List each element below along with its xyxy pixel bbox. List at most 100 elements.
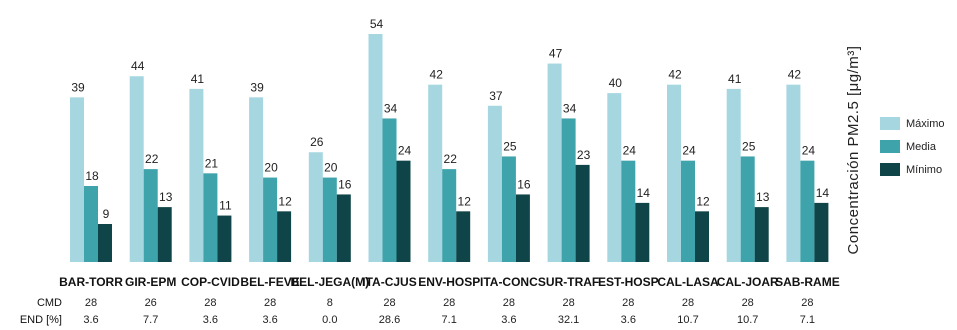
value-label-ita-cjus-media: 34 (384, 101, 398, 115)
value-label-est-hosp-m-nimo: 14 (637, 186, 651, 200)
category-label-est-hosp: EST-HOSP (598, 275, 659, 289)
legend-swatch-m-ximo (880, 117, 900, 130)
legend-swatch-media (880, 140, 900, 153)
row-value-cmd-gir-epm: 26 (145, 297, 157, 309)
bar-cal-joar-m-nimo (754, 207, 769, 262)
bar-env-hosp-m-nimo (456, 211, 471, 262)
value-label-sur-traf-media: 34 (563, 101, 577, 115)
bar-env-hosp-media (442, 169, 457, 262)
legend-swatch-m-nimo (880, 163, 900, 176)
bar-cop-cvid-m-ximo (189, 88, 204, 262)
row-value-cmd-cal-joar: 28 (742, 297, 754, 309)
row-value-end-ita-cjus: 28.6 (379, 314, 400, 326)
row-value-end-cop-cvid: 3.6 (203, 314, 218, 326)
value-label-ita-cjus-m-nimo: 24 (398, 144, 412, 158)
bar-cal-lasa-m-ximo (667, 84, 681, 263)
value-label-cal-joar-media: 25 (742, 139, 756, 153)
row-value-cmd-sab-rame: 28 (801, 297, 813, 309)
row-label-cmd: CMD (37, 297, 62, 309)
bar-cal-joar-m-ximo (726, 88, 741, 262)
value-label-bar-torr-media: 18 (85, 169, 99, 183)
value-label-env-hosp-m-ximo: 42 (430, 68, 444, 82)
value-label-gir-epm-m-nimo: 13 (159, 190, 173, 204)
bar-bel-jega-m-media (322, 177, 337, 262)
row-value-end-bel-jega-m: 0.0 (322, 314, 337, 326)
value-label-cal-lasa-m-nimo: 12 (696, 194, 710, 208)
value-label-ita-conc-m-ximo: 37 (489, 89, 503, 103)
value-label-bar-torr-m-nimo: 9 (103, 207, 110, 221)
value-label-bar-torr-m-ximo: 39 (71, 80, 85, 94)
bar-est-hosp-m-ximo (607, 93, 622, 262)
value-label-env-hosp-m-nimo: 12 (458, 194, 472, 208)
row-value-cmd-env-hosp: 28 (443, 297, 455, 309)
value-label-bel-jega-m-media: 20 (324, 161, 338, 175)
value-label-cal-joar-m-nimo: 13 (756, 190, 770, 204)
bar-env-hosp-m-ximo (428, 84, 443, 263)
row-value-end-bar-torr: 3.6 (83, 314, 98, 326)
value-label-bel-feve-m-nimo: 12 (278, 194, 292, 208)
value-label-cal-joar-m-ximo: 41 (728, 72, 742, 86)
bar-bel-feve-m-ximo (249, 97, 264, 262)
bars-layer (70, 34, 829, 263)
row-value-end-sab-rame: 7.1 (800, 314, 815, 326)
value-label-bel-jega-m-m-nimo: 16 (338, 177, 352, 191)
bar-ita-cjus-m-nimo (396, 160, 411, 262)
bar-ita-conc-media (501, 156, 516, 262)
value-label-cal-lasa-m-ximo: 42 (668, 68, 682, 82)
value-label-cop-cvid-m-ximo: 41 (191, 72, 205, 86)
value-label-est-hosp-media: 24 (623, 144, 637, 158)
bar-gir-epm-media (143, 169, 158, 262)
row-value-end-sur-traf: 32.1 (558, 314, 579, 326)
bar-gir-epm-m-ximo (129, 76, 144, 262)
row-value-end-env-hosp: 7.1 (442, 314, 457, 326)
bar-gir-epm-m-nimo (157, 207, 172, 262)
bar-bar-torr-media (84, 186, 98, 262)
category-label-cal-joar: CAL-JOAR (717, 275, 779, 289)
bar-sur-traf-m-ximo (547, 63, 562, 262)
category-label-cop-cvid: COP-CVID (181, 275, 240, 289)
value-label-gir-epm-m-ximo: 44 (131, 59, 145, 73)
category-label-sur-traf: SUR-TRAF (538, 275, 599, 289)
bar-cal-lasa-media (681, 160, 695, 262)
value-label-bel-feve-m-ximo: 39 (250, 80, 264, 94)
row-value-end-bel-feve: 3.6 (262, 314, 277, 326)
bar-sur-traf-media (561, 118, 576, 262)
value-label-sur-traf-m-ximo: 47 (549, 47, 563, 61)
bar-cal-lasa-m-nimo (695, 211, 709, 262)
row-value-cmd-sur-traf: 28 (562, 297, 574, 309)
legend-label-m-nimo: Mínimo (906, 164, 942, 176)
row-value-end-ita-conc: 3.6 (501, 314, 516, 326)
bar-est-hosp-media (621, 160, 636, 262)
y-axis-label: Concentración PM2.5 [μg/m³] (845, 46, 862, 255)
data-rows-layer: 28 3.6 26 7.7 28 3.6 28 3.6 8 0.0 28 28.6 28 7.1 28 3.6… (20, 297, 815, 326)
row-value-cmd-ita-cjus: 28 (383, 297, 395, 309)
value-label-env-hosp-media: 22 (444, 152, 458, 166)
value-label-ita-conc-m-nimo: 16 (517, 177, 531, 191)
category-label-bel-jega-m: BEL-JEGA(M) (290, 275, 369, 289)
value-label-bel-feve-media: 20 (264, 161, 278, 175)
bar-ita-cjus-media (382, 118, 397, 262)
row-value-cmd-cal-lasa: 28 (682, 297, 694, 309)
category-label-bar-torr: BAR-TORR (59, 275, 123, 289)
legend-label-media: Media (906, 141, 937, 153)
bar-bar-torr-m-nimo (98, 224, 112, 262)
row-value-cmd-cop-cvid: 28 (204, 297, 216, 309)
bar-ita-conc-m-ximo (487, 105, 502, 263)
bar-sab-rame-m-ximo (786, 84, 801, 263)
value-label-ita-cjus-m-ximo: 54 (370, 17, 384, 31)
bar-sab-rame-m-nimo (814, 202, 829, 262)
bar-bar-torr-m-ximo (70, 97, 84, 262)
value-label-est-hosp-m-ximo: 40 (609, 76, 623, 90)
category-label-bel-feve: BEL-FEVE (240, 275, 299, 289)
legend-label-m-ximo: Máximo (906, 118, 945, 130)
bar-sur-traf-m-nimo (575, 164, 590, 262)
value-label-bel-jega-m-m-ximo: 26 (310, 135, 324, 149)
category-label-ita-cjus: ITA-CJUS (362, 275, 416, 289)
value-label-sab-rame-m-ximo: 42 (788, 68, 802, 82)
row-value-end-est-hosp: 3.6 (621, 314, 636, 326)
bar-bel-jega-m-m-nimo (336, 194, 351, 262)
row-value-cmd-bel-feve: 28 (264, 297, 276, 309)
value-label-cop-cvid-m-nimo: 11 (219, 199, 232, 213)
bar-est-hosp-m-nimo (635, 202, 650, 262)
